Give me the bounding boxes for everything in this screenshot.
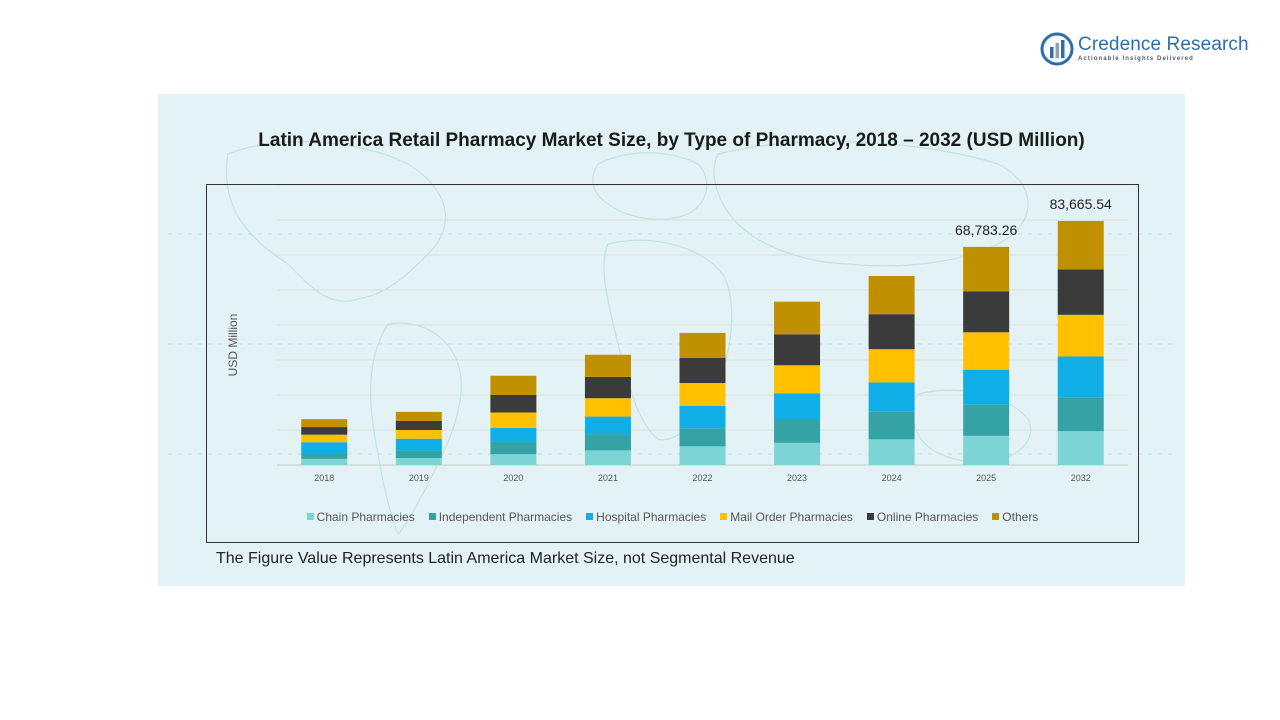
credence-logo-icon bbox=[1040, 32, 1074, 66]
bar-segment bbox=[490, 395, 537, 413]
bar-segment bbox=[1057, 431, 1104, 465]
legend-item: Mail Order Pharmacies bbox=[720, 510, 853, 524]
bar-segment bbox=[301, 427, 348, 435]
bar-segment bbox=[301, 434, 348, 443]
bar-segment bbox=[774, 393, 821, 420]
bar-segment bbox=[301, 419, 348, 428]
bar-segment bbox=[963, 291, 1010, 333]
bar-segment bbox=[679, 428, 726, 447]
legend-item: Independent Pharmacies bbox=[428, 510, 573, 524]
bar-segment bbox=[679, 383, 726, 406]
bar-segment bbox=[1057, 269, 1104, 315]
bar-segment bbox=[868, 411, 915, 440]
bar-segment bbox=[774, 442, 821, 465]
bar-segment bbox=[490, 441, 537, 455]
bar-segment bbox=[395, 450, 442, 458]
legend-item: Others bbox=[992, 510, 1038, 524]
legend-swatch bbox=[586, 513, 594, 520]
bar-segment bbox=[584, 376, 631, 399]
legend-item: Hospital Pharmacies bbox=[586, 510, 706, 524]
world-map-background bbox=[168, 141, 1175, 536]
bar-segment bbox=[774, 419, 821, 443]
brand-logo: Credence Research Actionable Insights De… bbox=[1040, 32, 1260, 72]
x-tick-label: 2020 bbox=[503, 473, 523, 483]
x-tick-label: 2018 bbox=[314, 473, 334, 483]
x-tick-label: 2023 bbox=[787, 473, 807, 483]
x-tick-label: 2022 bbox=[692, 473, 712, 483]
bar-segment bbox=[963, 404, 1010, 436]
brand-name: Credence Research bbox=[1078, 34, 1249, 55]
bar-segment bbox=[774, 365, 821, 394]
bar-segment bbox=[1057, 314, 1104, 357]
legend-item: Online Pharmacies bbox=[866, 510, 979, 524]
bar-segment bbox=[679, 332, 726, 358]
chart-frame: USD Million 2018 2019 2020 2021 2022 2023 2024 2… bbox=[206, 184, 1139, 543]
legend-swatch bbox=[720, 513, 728, 520]
bar-segment bbox=[1057, 397, 1104, 432]
legend-label: Online Pharmacies bbox=[876, 510, 979, 524]
chart-legend: Chain Pharmacies Independent Pharmacies Ho… bbox=[207, 510, 1138, 524]
bar-segment bbox=[395, 411, 442, 421]
data-label: 68,783.26 bbox=[955, 222, 1017, 238]
bar-segment bbox=[1057, 356, 1104, 398]
bar-segment bbox=[868, 314, 915, 350]
x-tick-label: 2032 bbox=[1071, 473, 1091, 483]
legend-label: Others bbox=[1002, 510, 1039, 524]
bar-segment bbox=[679, 446, 726, 465]
bar-segment bbox=[963, 332, 1010, 370]
bar-segment bbox=[301, 453, 348, 459]
bar-segment bbox=[963, 369, 1010, 405]
chart-title: Latin America Retail Pharmacy Market Siz… bbox=[258, 130, 1085, 151]
bar-segment bbox=[868, 349, 915, 383]
bar-segment bbox=[584, 434, 631, 451]
bar-segment bbox=[868, 382, 915, 412]
bar-segment bbox=[584, 450, 631, 465]
bar-segment bbox=[490, 427, 537, 442]
bar-segment bbox=[301, 442, 348, 454]
legend-swatch bbox=[992, 513, 1000, 520]
bar-segment bbox=[301, 458, 348, 465]
legend-label: Mail Order Pharmacies bbox=[730, 510, 853, 524]
y-axis-label: USD Million bbox=[226, 314, 240, 377]
chart-footnote: The Figure Value Represents Latin Americ… bbox=[216, 550, 795, 567]
legend-swatch bbox=[866, 513, 874, 520]
bar-segment bbox=[963, 435, 1010, 465]
x-tick-label: 2025 bbox=[976, 473, 996, 483]
data-label: 83,665.54 bbox=[1050, 196, 1112, 212]
bar-segment bbox=[774, 301, 821, 335]
legend-swatch bbox=[306, 513, 314, 520]
bar-segment bbox=[395, 438, 442, 451]
bar-segment bbox=[1057, 220, 1104, 270]
legend-label: Chain Pharmacies bbox=[316, 510, 415, 524]
bar-segment bbox=[679, 357, 726, 384]
bar-segment bbox=[868, 276, 915, 315]
stacked-bar-chart: USD Million 2018 2019 2020 2021 2022 2023 2024 2… bbox=[226, 185, 1128, 483]
legend-swatch bbox=[428, 513, 436, 520]
legend-label: Independent Pharmacies bbox=[438, 510, 573, 524]
x-tick-label: 2021 bbox=[598, 473, 618, 483]
bar-segment bbox=[774, 334, 821, 366]
brand-tagline: Actionable Insights Delivered bbox=[1078, 56, 1194, 62]
x-tick-label: 2024 bbox=[882, 473, 902, 483]
bar-segment bbox=[584, 398, 631, 417]
bar-segment bbox=[679, 405, 726, 429]
bar-segment bbox=[584, 416, 631, 435]
bar-segment bbox=[868, 439, 915, 465]
bar-segment bbox=[963, 246, 1010, 292]
chart-panel: Latin America Retail Pharmacy Market Siz… bbox=[158, 94, 1185, 586]
bar-segment bbox=[584, 354, 631, 377]
bar-segment bbox=[395, 458, 442, 465]
bar-segment bbox=[490, 454, 537, 465]
legend-item: Chain Pharmacies bbox=[306, 510, 415, 524]
bar-segment bbox=[490, 412, 537, 428]
legend-label: Hospital Pharmacies bbox=[596, 510, 707, 524]
bar-segment bbox=[490, 375, 537, 395]
bar-segment bbox=[395, 430, 442, 439]
bar-segment bbox=[395, 420, 442, 430]
x-tick-label: 2019 bbox=[409, 473, 429, 483]
